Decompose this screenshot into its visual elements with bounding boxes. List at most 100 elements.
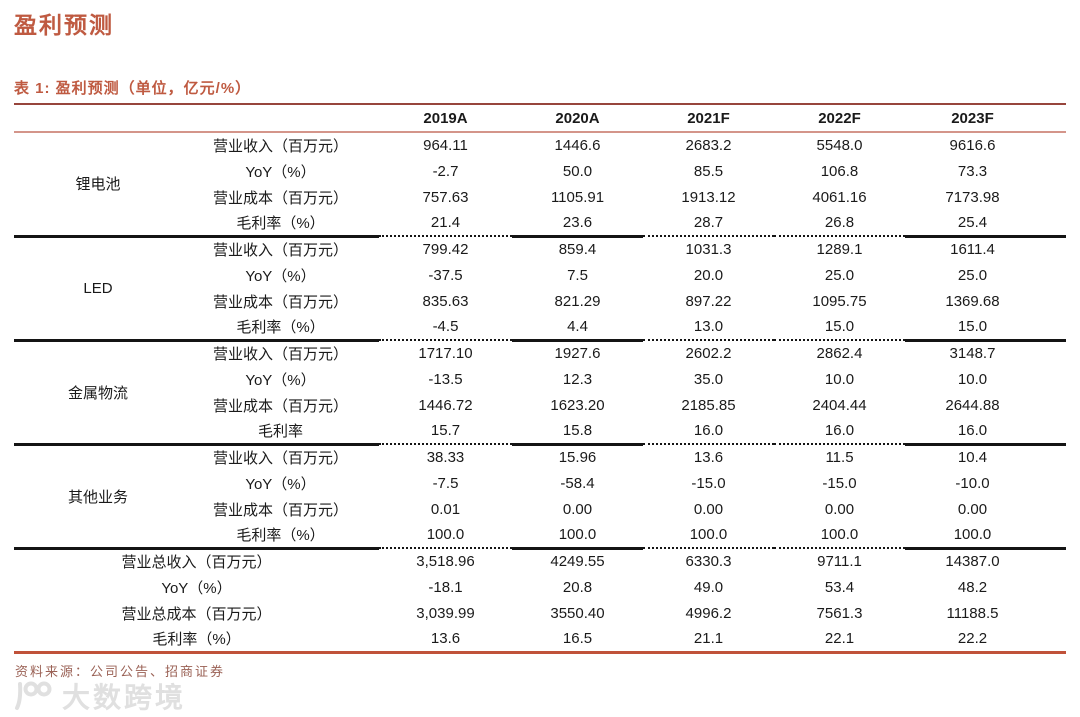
cell-value: 757.63: [422, 188, 469, 206]
cell-value: 100.0: [512, 522, 643, 550]
cell-value: 15.96: [558, 449, 597, 467]
total-value: 11188.5: [946, 604, 999, 622]
cell-value: 2602.2: [685, 345, 732, 362]
cell-value: 2404.44: [812, 396, 867, 414]
total-value: 49.0: [693, 578, 724, 596]
total-value: 3550.40: [550, 604, 605, 622]
cell-value: -15.0: [822, 474, 857, 492]
table-row: LED 营业收入（百万元） 799.42 859.4 1031.3 1289.1 1611.…: [14, 236, 1066, 342]
total-value: 53.4: [824, 578, 855, 596]
cell-value: 25.0: [824, 266, 855, 284]
total-value: 9711.1: [817, 553, 862, 570]
cell-value: 1369.68: [945, 292, 1000, 310]
cell-value: 0.01: [430, 500, 461, 518]
cell-value: 5548.0: [816, 137, 863, 154]
cell-value: 1031.3: [685, 241, 732, 258]
cell-value: 13.0: [643, 314, 774, 341]
cell-value: 100.0: [905, 522, 1066, 550]
total-value: 6330.3: [685, 553, 732, 570]
column-header: 2020A: [512, 104, 643, 133]
cell-value: 28.7: [643, 210, 774, 237]
cell-value: 21.4: [379, 210, 512, 237]
table-row: 毛利率（%） -4.5 4.4 13.0 15.0 15.0: [14, 314, 1066, 342]
cell-value: 2644.88: [945, 396, 1000, 414]
cell-value: 7173.98: [945, 188, 1000, 206]
cell-value: 9616.6: [949, 137, 996, 154]
total-value: 7561.3: [816, 604, 863, 622]
cell-value: 859.4: [558, 241, 597, 259]
total-value: -18.1: [428, 578, 463, 596]
total-value: 3,039.99: [416, 604, 475, 622]
cell-value: 12.3: [562, 370, 593, 388]
cell-value: 16.0: [643, 418, 774, 445]
cell-value: 0.00: [562, 500, 593, 518]
row-label: 营业成本（百万元）: [212, 189, 348, 207]
cell-value: 11.5: [825, 449, 854, 466]
table-row: 毛利率（%） 21.4 23.6 28.7 26.8 25.4: [14, 210, 1066, 238]
group-label: 其他业务: [14, 444, 182, 550]
table-row: 毛利率 15.7 15.8 16.0 16.0 16.0: [14, 418, 1066, 446]
total-label: 营业总收入（百万元）: [121, 554, 272, 572]
cell-value: 1446.72: [418, 396, 473, 414]
cell-value: -15.0: [691, 474, 726, 492]
group-label: 金属物流: [14, 340, 182, 446]
cell-value: 7.5: [567, 266, 588, 284]
cell-value: -7.5: [432, 474, 459, 492]
cell-value: 0.00: [824, 500, 855, 518]
cell-value: 10.0: [824, 370, 855, 388]
watermark: 大数跨境: [6, 676, 186, 716]
table-caption: 表 1: 盈利预测（单位，亿元/%）: [14, 80, 252, 97]
cell-value: 799.42: [422, 241, 469, 258]
total-value: 4249.55: [550, 553, 605, 571]
cell-value: 106.8: [820, 162, 859, 180]
cell-value: 15.0: [774, 314, 905, 341]
total-row: 营业总成本（百万元） 3,039.99 3550.40 4996.2 7561.3 111…: [14, 600, 1066, 626]
cell-value: 100.0: [379, 522, 512, 549]
cell-value: 23.6: [512, 210, 643, 238]
column-header: 2021F: [643, 104, 774, 133]
cell-value: -37.5: [428, 266, 463, 284]
table-row: YoY（%） -7.5 -58.4 -15.0 -15.0 -10.0: [14, 470, 1066, 496]
cell-value: 20.0: [693, 266, 724, 284]
table-row: 营业成本（百万元） 757.63 1105.91 1913.12 4061.16 7173…: [14, 184, 1066, 210]
cell-value: 25.0: [957, 266, 988, 284]
cell-value: 50.0: [562, 162, 593, 180]
total-value: 14387.0: [945, 553, 1000, 571]
table-row: 营业成本（百万元） 835.63 821.29 897.22 1095.75 1369.6…: [14, 288, 1066, 314]
table-row: 毛利率（%） 100.0 100.0 100.0 100.0 100.0: [14, 522, 1066, 550]
cell-value: 1717.10: [418, 345, 473, 362]
cell-value: 15.8: [512, 418, 643, 446]
watermark-text: 大数跨境: [62, 682, 187, 713]
row-label: YoY（%）: [245, 163, 316, 181]
column-header: 2022F: [774, 104, 905, 133]
total-row: 营业总收入（百万元） 3,518.96 4249.55 6330.3 9711.1 143…: [14, 548, 1066, 574]
cell-value: 26.8: [774, 210, 905, 237]
cell-value: 85.5: [693, 162, 724, 180]
row-label: YoY（%）: [245, 475, 316, 493]
cell-value: 2862.4: [816, 345, 863, 362]
cell-value: 100.0: [643, 522, 774, 549]
cell-value: 0.00: [693, 500, 724, 518]
row-label: 毛利率（%）: [182, 314, 379, 342]
row-label: 营业成本（百万元）: [212, 293, 348, 311]
cell-value: 1095.75: [812, 292, 867, 310]
cell-value: 4061.16: [812, 188, 867, 206]
total-value: 21.1: [643, 626, 774, 654]
row-label: YoY（%）: [245, 267, 316, 285]
row-label: 营业成本（百万元）: [212, 397, 348, 415]
cell-value: -10.0: [955, 474, 990, 492]
total-row: YoY（%） -18.1 20.8 49.0 53.4 48.2: [14, 574, 1066, 600]
cell-value: 25.4: [905, 210, 1066, 238]
cell-value: 10.0: [957, 370, 988, 388]
total-value: 48.2: [957, 578, 988, 596]
total-label: 营业总成本（百万元）: [121, 605, 272, 623]
group-label: 锂电池: [14, 132, 182, 238]
cell-value: 1105.91: [550, 188, 605, 206]
source-note: 资料来源：公司公告、招商证券: [15, 664, 226, 679]
cell-value: 13.6: [693, 449, 724, 466]
row-label: 毛利率（%）: [182, 210, 379, 238]
table-row: YoY（%） -2.7 50.0 85.5 106.8 73.3: [14, 158, 1066, 184]
cell-value: 35.0: [693, 370, 724, 388]
cell-value: 38.33: [426, 449, 465, 466]
cell-value: 1927.6: [554, 345, 601, 363]
